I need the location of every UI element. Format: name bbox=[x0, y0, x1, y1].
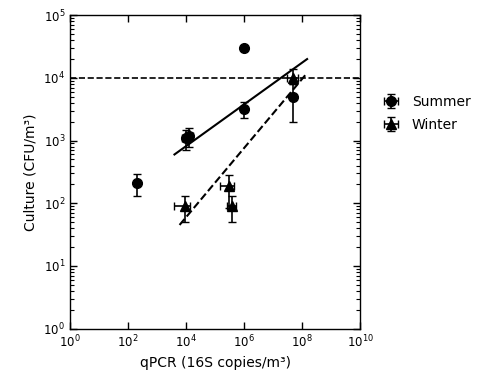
X-axis label: qPCR (16S copies/m³): qPCR (16S copies/m³) bbox=[140, 356, 290, 369]
Y-axis label: Culture (CFU/m³): Culture (CFU/m³) bbox=[24, 113, 38, 231]
Legend: Summer, Winter: Summer, Winter bbox=[372, 91, 474, 136]
